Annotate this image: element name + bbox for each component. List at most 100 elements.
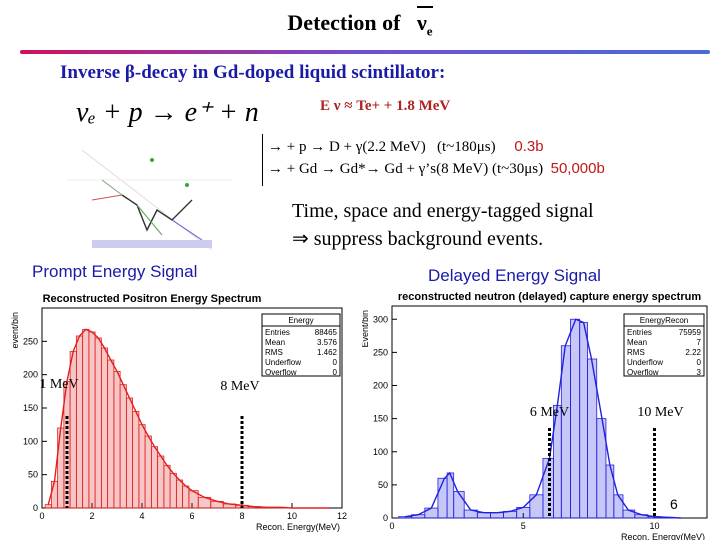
y-tick-label: 100	[373, 447, 388, 457]
histogram-line	[47, 328, 330, 509]
histogram-bar	[44, 504, 52, 509]
capture-bracket	[262, 134, 265, 186]
title-prefix: Detection of	[287, 10, 401, 35]
capture-line-2: → + Gd → Gd*→ Gd + γ’s(8 MeV) (t~30μs) 5…	[268, 160, 605, 178]
stats-value: 1.462	[317, 348, 338, 357]
histogram-bar	[107, 359, 115, 509]
histogram-bar	[490, 512, 504, 519]
stats-key: Underflow	[627, 358, 663, 367]
histogram-bar	[163, 464, 171, 509]
stats-key: Overflow	[265, 368, 297, 377]
histogram-bar	[613, 494, 624, 519]
histogram-bar	[138, 424, 146, 509]
histogram-bar	[453, 491, 465, 519]
y-tick-label: 300	[373, 314, 388, 324]
histogram-bar	[50, 480, 59, 509]
conclusion-line-1: Time, space and energy-tagged signal	[292, 200, 594, 222]
chart-title: Reconstructed Positron Energy Spectrum	[43, 293, 262, 305]
page-title: Detection of νe	[0, 6, 720, 39]
capture-1-text: → + p → D + γ(2.2 MeV)	[268, 139, 426, 155]
capture-2-text: → + Gd → Gd*→ Gd + γ’s(8 MeV)	[268, 161, 489, 177]
stats-key: RMS	[627, 348, 645, 357]
x-tick-label: 0	[389, 521, 394, 531]
x-tick-label: 2	[89, 511, 94, 521]
delayed-header: Delayed Energy Signal	[428, 266, 601, 285]
x-tick-label: 0	[39, 511, 44, 521]
stats-value: 3	[697, 368, 702, 377]
histogram-bar	[144, 435, 152, 509]
subtitle: Inverse β-decay in Gd-doped liquid scint…	[60, 62, 445, 84]
subtitle-highlight: Inverse β-decay	[60, 62, 188, 83]
y-axis-label: Event/bin	[362, 310, 370, 348]
histogram-bar	[175, 479, 184, 509]
capture-2-time: (t~30μs)	[491, 161, 544, 177]
y-tick-label: 100	[23, 436, 38, 446]
histogram-bar	[182, 485, 190, 509]
x-tick-label: 10	[287, 511, 297, 521]
stats-value: 3.576	[317, 338, 338, 347]
energy-marker-label: 1 MeV	[39, 377, 78, 392]
prompt-header: Prompt Energy Signal	[32, 262, 198, 281]
stats-key: Entries	[265, 328, 290, 337]
histogram-bar	[157, 455, 165, 509]
x-tick-label: 12	[337, 511, 347, 521]
subtitle-rest: in Gd-doped liquid scintillator:	[187, 62, 446, 83]
histogram-bar	[398, 516, 413, 519]
stats-value: 7	[697, 338, 702, 347]
stats-label: EnergyRecon	[640, 316, 688, 325]
reaction-equation: νₑ + p → e⁺ + n	[76, 97, 259, 128]
histogram-bar	[579, 322, 588, 519]
stats-key: Mean	[265, 338, 285, 347]
y-tick-label: 250	[23, 336, 38, 346]
stats-value: 88465	[315, 328, 338, 337]
histogram-bar	[424, 507, 439, 519]
stats-key: RMS	[265, 348, 283, 357]
y-tick-label: 200	[23, 370, 38, 380]
y-tick-label: 200	[373, 381, 388, 391]
stats-frame	[261, 313, 341, 377]
nu-char: ν	[416, 10, 427, 35]
y-tick-label: 0	[383, 513, 388, 523]
stats-value: 75959	[679, 328, 702, 337]
histogram-bar	[100, 347, 109, 509]
stats-value: 0	[333, 358, 338, 367]
histogram-bar	[169, 472, 177, 509]
stats-value: 0	[697, 358, 702, 367]
x-tick-label: 4	[139, 511, 144, 521]
chart-title: reconstructed neutron (delayed) capture …	[398, 292, 701, 303]
histogram-bar	[119, 384, 127, 509]
conclusion-line-2: ⇒ suppress background events.	[292, 228, 544, 250]
stats-value: 2.22	[685, 348, 701, 357]
y-axis-label: event/bin	[10, 312, 20, 349]
x-axis-label: Recon. Energy(MeV)	[256, 522, 340, 532]
histogram-bar	[94, 337, 102, 509]
y-tick-label: 150	[23, 403, 38, 413]
x-axis-label: Recon. Energy(MeV)	[621, 532, 705, 540]
histogram-bar	[113, 370, 121, 509]
title-divider	[20, 50, 710, 54]
x-tick-label: 5	[521, 521, 526, 531]
histogram-bar	[82, 328, 90, 509]
capture-2-xsec: 50,000b	[550, 160, 605, 177]
stats-key: Underflow	[265, 358, 301, 367]
histogram-line	[405, 318, 681, 519]
energy-marker-label: 10 MeV	[637, 405, 683, 420]
histogram-bar	[150, 446, 159, 509]
nu-sub: e	[426, 23, 433, 39]
capture-line-1: → + p → D + γ(2.2 MeV) (t~180μs) 0.3b	[268, 138, 544, 156]
stats-key: Entries	[627, 328, 652, 337]
y-tick-label: 150	[373, 414, 388, 424]
x-tick-label: 10	[649, 521, 659, 531]
histogram-bar	[476, 512, 491, 519]
y-tick-label: 50	[28, 470, 38, 480]
y-tick-label: 0	[33, 503, 38, 513]
page-number: 6	[670, 496, 678, 512]
histogram-bar	[88, 331, 96, 509]
prompt-energy-chart: Reconstructed Positron Energy Spectrum 0 5…	[10, 286, 355, 540]
histogram-bar	[132, 410, 140, 509]
event-display-image	[67, 149, 232, 251]
stats-label: Energy	[288, 316, 313, 325]
stats-box: Energy Entries 88465 Mean 3.576 RMS 1.462 Under…	[261, 313, 341, 377]
energy-relation: E ν ≈ Te+ + 1.8 MeV	[320, 98, 451, 114]
stats-key: Mean	[627, 338, 647, 347]
